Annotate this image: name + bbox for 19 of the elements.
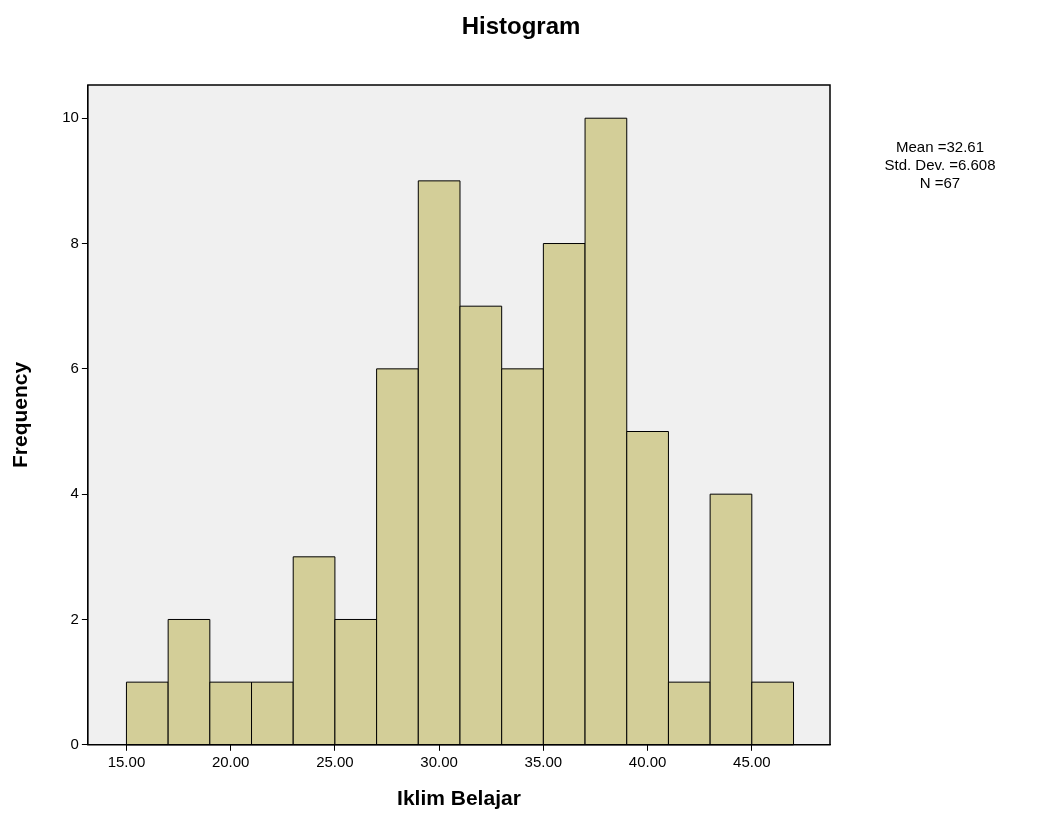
text: Mean =32.61 [895, 138, 985, 156]
y-tick-label: 6 [70, 358, 79, 376]
y-tick-label: 10 [62, 108, 79, 126]
y-tick-label: 4 [70, 484, 79, 502]
y-tick-label: 2 [70, 609, 79, 627]
x-tick-label: 40.00 [628, 752, 667, 770]
x-tick-label: 20.00 [211, 752, 250, 770]
x-axis-title: Iklim Belajar [397, 786, 521, 810]
x-tick-label: 30.00 [420, 752, 458, 770]
x-tick-label: 35.00 [524, 752, 563, 770]
y-axis-title: Frequency [8, 361, 32, 468]
y-tick-label: 0 [70, 734, 79, 752]
text: Std. Dev. =6.608 [883, 156, 997, 174]
text: N =67 [918, 174, 962, 192]
y-tick-label: 8 [70, 233, 79, 251]
x-tick-label: 15.00 [107, 752, 146, 770]
x-tick-label: 45.00 [733, 752, 771, 770]
x-tick-label: 25.00 [316, 752, 354, 770]
chart-title: Histogram [460, 12, 582, 40]
